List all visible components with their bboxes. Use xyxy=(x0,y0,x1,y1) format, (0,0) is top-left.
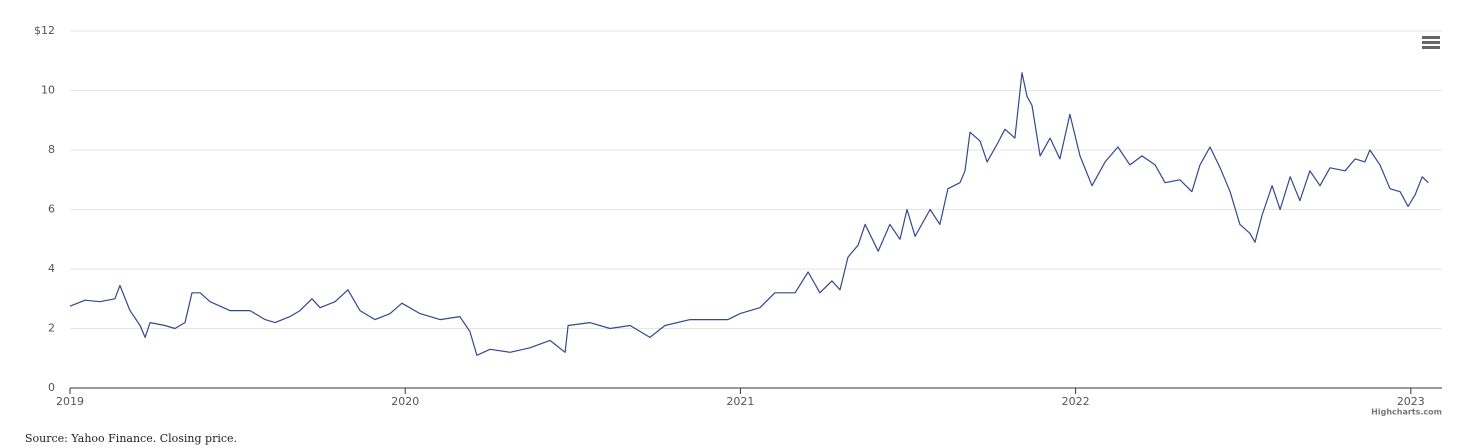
x-tick-label: 2022 xyxy=(1062,395,1090,408)
x-tick-label: 2021 xyxy=(726,395,754,408)
y-tick-label: 4 xyxy=(48,262,55,275)
y-tick-label: 6 xyxy=(48,203,55,216)
x-tick-label: 2020 xyxy=(391,395,419,408)
price-line xyxy=(69,72,1429,356)
menu-bar xyxy=(1422,41,1440,44)
menu-bar xyxy=(1422,36,1440,39)
y-tick-label: 10 xyxy=(41,84,55,97)
y-tick-label: 2 xyxy=(48,322,55,335)
menu-bar xyxy=(1422,46,1440,49)
x-tick-label: 2019 xyxy=(56,395,84,408)
y-tick-label: $12 xyxy=(34,24,55,37)
source-note: Source: Yahoo Finance. Closing price. xyxy=(25,432,237,445)
menu-button[interactable] xyxy=(1422,36,1440,49)
y-tick-label: 0 xyxy=(48,381,55,394)
y-tick-label: 8 xyxy=(48,143,55,156)
x-tick-label: 2023 xyxy=(1397,395,1425,408)
grid xyxy=(70,30,1442,389)
credit[interactable]: Highcharts.com xyxy=(1371,408,1442,417)
